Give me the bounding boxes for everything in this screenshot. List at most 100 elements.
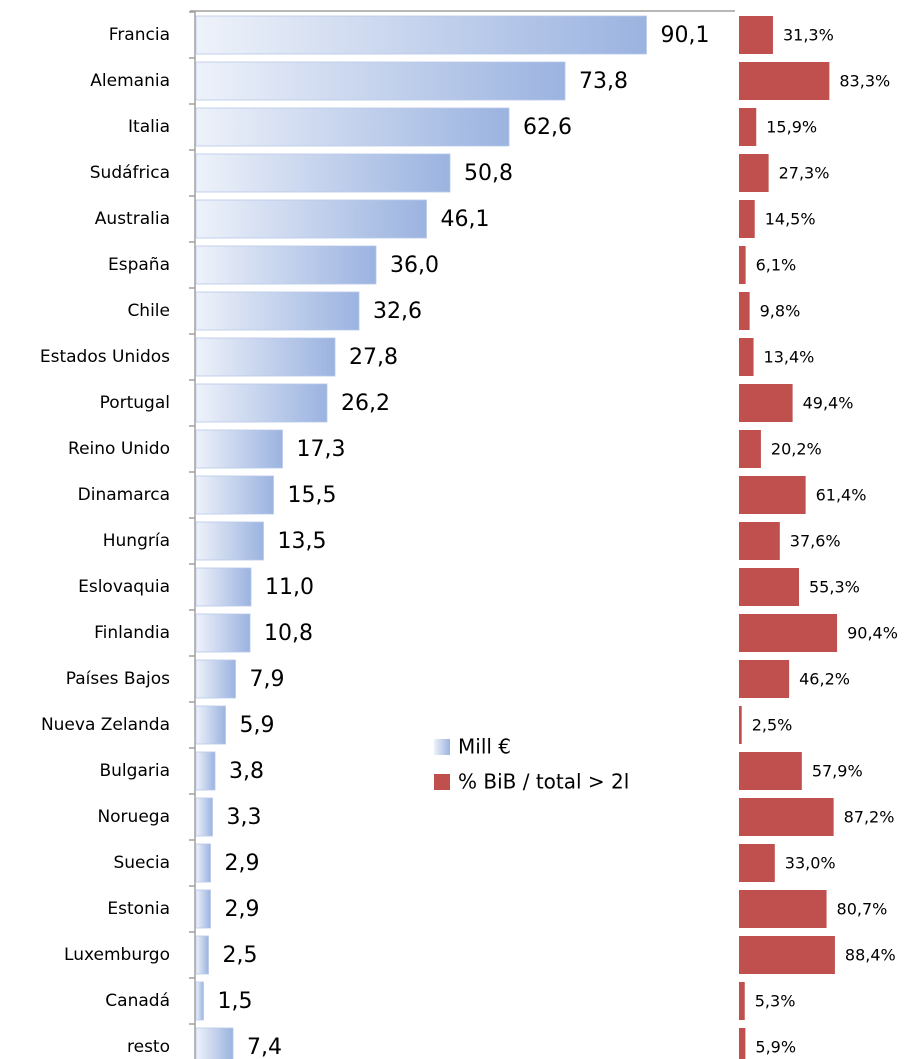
legend-swatch (434, 774, 450, 790)
category-label: Eslovaquia (78, 577, 170, 597)
pct-bar (739, 982, 745, 1020)
mill-bar (195, 659, 236, 699)
value-label: 87,2% (844, 808, 895, 827)
mill-bar (195, 889, 211, 929)
mill-bar (195, 383, 328, 423)
value-label: 26,2 (341, 391, 390, 416)
mill-bar (195, 429, 283, 469)
pct-bar (739, 614, 838, 652)
legend-label: Mill € (458, 735, 511, 759)
category-label: Estonia (107, 899, 170, 919)
mill-bar (195, 153, 451, 193)
category-label: Reino Unido (68, 439, 170, 459)
mill-bar (195, 337, 336, 377)
category-label: resto (127, 1037, 170, 1057)
pct-bar (739, 568, 800, 606)
value-label: 3,3 (227, 805, 262, 830)
category-label: Hungría (103, 531, 170, 551)
mill-bar (195, 797, 213, 837)
pct-bar (739, 798, 834, 836)
pct-bar (739, 246, 746, 284)
value-label: 2,9 (225, 897, 260, 922)
value-label: 7,9 (250, 667, 285, 692)
mill-bar (195, 245, 377, 285)
category-label: Francia (109, 25, 170, 45)
mill-bar (195, 107, 510, 147)
value-label: 5,9% (755, 1038, 796, 1057)
pct-bar (739, 200, 755, 238)
value-label: 36,0 (390, 253, 439, 278)
value-label: 83,3% (839, 72, 890, 91)
value-label: 50,8 (464, 161, 513, 186)
value-label: 90,1 (661, 23, 710, 48)
value-label: 1,5 (218, 989, 253, 1014)
mill-bar (195, 935, 209, 975)
value-label: 6,1% (756, 256, 797, 275)
mill-bar (195, 613, 251, 653)
category-label: Noruega (97, 807, 170, 827)
value-label: 2,5% (752, 716, 793, 735)
pct-bar (739, 936, 835, 974)
pct-bar (739, 476, 806, 514)
pct-bar (739, 108, 757, 146)
mill-bar (195, 751, 216, 791)
mill-bar (195, 843, 211, 883)
pct-bar (739, 16, 773, 54)
value-label: 27,3% (779, 164, 830, 183)
category-label: Italia (128, 117, 170, 137)
value-label: 33,0% (785, 854, 836, 873)
value-label: 32,6 (373, 299, 422, 324)
mill-bar (195, 1027, 234, 1059)
category-label: Bulgaria (100, 761, 171, 781)
mill-bar (195, 705, 226, 745)
pct-bar (739, 384, 793, 422)
pct-bar (739, 62, 830, 100)
value-label: 61,4% (816, 486, 867, 505)
pct-bar (739, 752, 802, 790)
pct-bar (739, 1028, 746, 1059)
pct-bar (739, 430, 761, 468)
legend-swatch (434, 739, 450, 755)
value-label: 62,6 (523, 115, 572, 140)
pct-bar (739, 660, 790, 698)
value-label: 11,0 (265, 575, 314, 600)
category-label: Portugal (100, 393, 170, 413)
value-label: 46,1 (441, 207, 490, 232)
category-label: Estados Unidos (40, 347, 170, 367)
value-label: 14,5% (765, 210, 816, 229)
category-label: Canadá (105, 991, 170, 1011)
mill-bar (195, 61, 566, 101)
pct-bar (739, 292, 750, 330)
category-label: España (108, 255, 170, 275)
value-label: 3,8 (229, 759, 264, 784)
category-label: Alemania (90, 71, 170, 91)
value-label: 17,3 (297, 437, 346, 462)
value-label: 88,4% (845, 946, 896, 965)
pct-bar (739, 154, 769, 192)
pct-bar (739, 338, 754, 376)
value-label: 27,8 (349, 345, 398, 370)
value-label: 57,9% (812, 762, 863, 781)
value-label: 7,4 (247, 1035, 282, 1059)
value-label: 2,5 (223, 943, 258, 968)
category-label: Sudáfrica (90, 163, 170, 183)
mill-bar (195, 291, 360, 331)
mill-bar (195, 475, 274, 515)
pct-bar (739, 522, 780, 560)
value-label: 46,2% (799, 670, 850, 689)
value-label: 10,8 (264, 621, 313, 646)
pct-bar (739, 890, 827, 928)
value-label: 5,9 (240, 713, 275, 738)
value-label: 9,8% (760, 302, 801, 321)
value-label: 37,6% (790, 532, 841, 551)
value-label: 20,2% (771, 440, 822, 459)
category-label: Dinamarca (78, 485, 170, 505)
mill-bar (195, 15, 647, 55)
category-label: Suecia (113, 853, 170, 873)
category-label: Países Bajos (66, 669, 170, 689)
value-label: 49,4% (803, 394, 854, 413)
category-label: Chile (127, 301, 170, 321)
value-label: 5,3% (755, 992, 796, 1011)
mill-bar (195, 567, 252, 607)
